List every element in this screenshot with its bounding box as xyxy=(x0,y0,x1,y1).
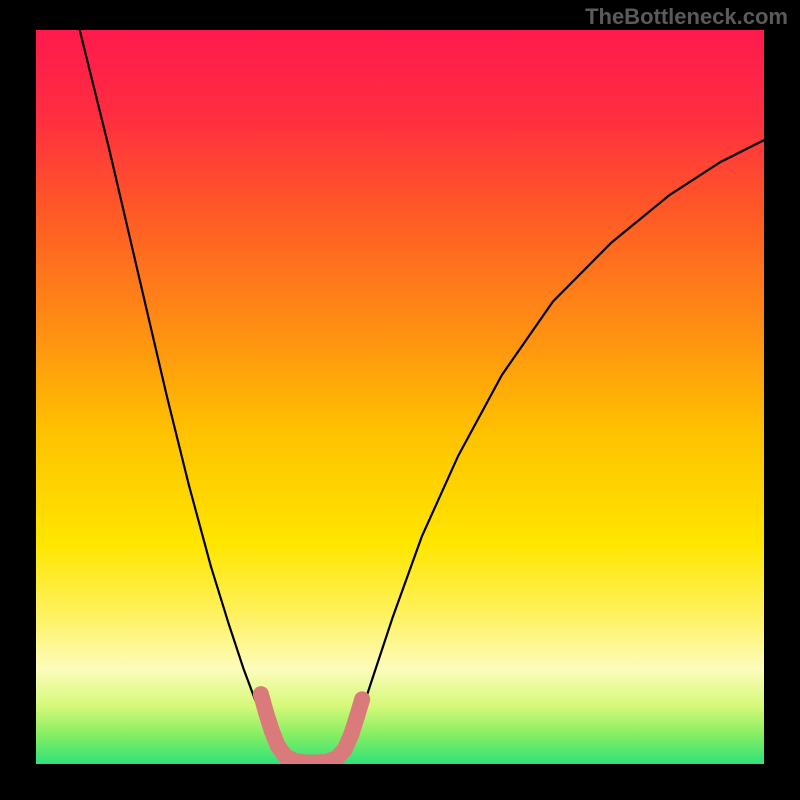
chart-svg xyxy=(36,30,764,764)
watermark-text: TheBottleneck.com xyxy=(585,4,788,30)
chart-background xyxy=(36,30,764,764)
plot-area xyxy=(36,30,764,764)
